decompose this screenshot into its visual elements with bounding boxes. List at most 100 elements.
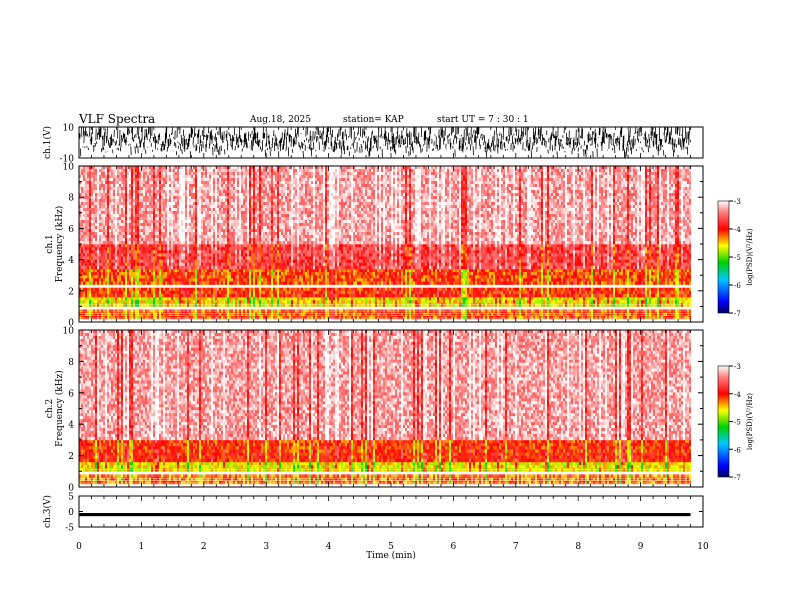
spectro-cell <box>245 232 247 235</box>
spectro-cell <box>169 316 171 319</box>
spectro-cell <box>151 232 153 235</box>
spectro-cell <box>165 238 167 241</box>
spectro-cell <box>205 275 207 278</box>
spectro-cell <box>179 196 181 199</box>
spectro-cell <box>235 291 237 294</box>
spectro-cell <box>129 247 131 250</box>
spectro-cell <box>259 238 261 241</box>
spectro-cell <box>251 169 253 172</box>
spectro-cell <box>235 199 237 202</box>
spectro-cell <box>175 193 177 196</box>
spectro-cell <box>193 184 195 187</box>
spectro-cell <box>89 169 91 172</box>
spectro-cell <box>251 288 253 291</box>
spectro-cell <box>177 269 179 272</box>
spectro-cell <box>173 263 175 266</box>
spectro-cell <box>215 291 217 294</box>
spectro-cell <box>177 266 179 269</box>
spectro-cell <box>99 232 101 235</box>
spectro-cell <box>115 247 117 250</box>
spectro-cell <box>115 217 117 220</box>
spectro-cell <box>213 190 215 193</box>
spectro-cell <box>173 316 175 319</box>
spectro-cell <box>81 223 83 226</box>
spectro-cell <box>187 291 189 294</box>
spectro-cell <box>107 238 109 241</box>
spectro-cell <box>257 253 259 256</box>
spectro-cell <box>169 241 171 244</box>
spectro-cell <box>157 294 159 297</box>
spectro-cell <box>99 223 101 226</box>
spectro-cell <box>95 256 97 259</box>
spectro-cell <box>87 169 89 172</box>
spectro-cell <box>113 184 115 187</box>
spectro-cell <box>221 178 223 181</box>
spectro-cell <box>101 214 103 217</box>
spectro-cell <box>139 172 141 175</box>
spectro-cell <box>261 272 263 275</box>
spectro-cell <box>159 187 161 190</box>
spectro-cell <box>93 297 95 300</box>
spectro-cell <box>119 253 121 256</box>
spectro-cell <box>117 193 119 196</box>
spectro-cell <box>161 241 163 244</box>
spectro-cell <box>171 291 173 294</box>
spectro-cell <box>155 253 157 256</box>
spectro-cell <box>233 288 235 291</box>
spectro-cell <box>197 193 199 196</box>
spectro-cell <box>237 205 239 208</box>
spectro-cell <box>253 250 255 253</box>
spectro-cell <box>97 169 99 172</box>
spectro-cell <box>219 202 221 205</box>
spectro-cell <box>89 226 91 229</box>
spectro-cell <box>83 241 85 244</box>
spectro-cell <box>209 247 211 250</box>
spectro-cell <box>211 214 213 217</box>
spectro-cell <box>203 241 205 244</box>
spectro-cell <box>97 178 99 181</box>
spectro-cell <box>197 247 199 250</box>
spectro-cell <box>121 196 123 199</box>
spectro-cell <box>203 193 205 196</box>
spectro-cell <box>81 178 83 181</box>
spectro-cell <box>99 300 101 303</box>
spectro-cell <box>213 266 215 269</box>
spectro-cell <box>149 220 151 223</box>
spectro-cell <box>143 316 145 319</box>
spectro-cell <box>237 220 239 223</box>
spectro-cell <box>147 253 149 256</box>
spectro-cell <box>243 196 245 199</box>
spectro-cell <box>119 175 121 178</box>
spectro-cell <box>241 187 243 190</box>
spectro-cell <box>151 196 153 199</box>
spectro-cell <box>127 232 129 235</box>
spectro-cell <box>259 288 261 291</box>
spectro-cell <box>175 226 177 229</box>
spectro-cell <box>159 217 161 220</box>
spectro-cell <box>107 244 109 247</box>
spectro-cell <box>131 272 133 275</box>
spectro-cell <box>213 181 215 184</box>
spectro-cell <box>173 214 175 217</box>
spectro-cell <box>123 196 125 199</box>
spectro-cell <box>173 208 175 211</box>
spectro-cell <box>181 211 183 214</box>
spectro-cell <box>101 316 103 319</box>
spectro-cell <box>147 229 149 232</box>
spectro-cell <box>153 190 155 193</box>
spectro-cell <box>109 226 111 229</box>
spectro-cell <box>101 229 103 232</box>
spectro-cell <box>85 260 87 263</box>
spectro-cell <box>145 260 147 263</box>
spectro-cell <box>253 297 255 300</box>
spectro-cell <box>85 196 87 199</box>
spectro-cell <box>129 269 131 272</box>
spectro-cell <box>157 232 159 235</box>
spectro-cell <box>149 244 151 247</box>
spectro-cell <box>111 187 113 190</box>
spectro-cell <box>111 223 113 226</box>
spectro-cell <box>159 208 161 211</box>
spectro-cell <box>115 205 117 208</box>
spectro-cell <box>223 196 225 199</box>
spectro-cell <box>191 244 193 247</box>
